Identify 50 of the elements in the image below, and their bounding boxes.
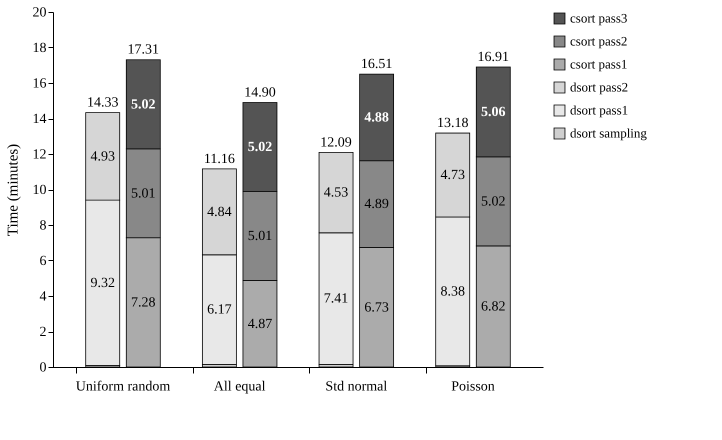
data-label: 6.73 (364, 300, 389, 316)
x-tick-label: Poisson (451, 380, 495, 394)
y-tick-label: 10 (32, 183, 46, 198)
x-tick-label: Uniform random (76, 380, 170, 394)
data-label: 6.17 (207, 302, 232, 318)
data-label: 8.38 (440, 284, 465, 300)
y-tick-label: 20 (32, 6, 46, 20)
data-label: 4.89 (364, 197, 389, 212)
data-label: 4.87 (248, 316, 272, 332)
x-tick-label: All equal (214, 380, 266, 394)
y-tick-label: 0 (40, 360, 46, 376)
data-label: 5.01 (131, 186, 156, 202)
legend-label: csort pass2 (570, 34, 628, 48)
annotation: 13.18 (436, 116, 468, 132)
y-tick-label: 16 (32, 76, 46, 92)
data-label: 6.82 (481, 299, 506, 314)
y-tick-label: 6 (40, 254, 46, 269)
y-tick-label: 8 (40, 218, 46, 234)
annotation: 16.51 (360, 56, 392, 72)
y-tick-label: 12 (32, 148, 46, 162)
data-label: 5.02 (248, 140, 272, 156)
data-label: 7.28 (131, 295, 156, 310)
x-tick-label: Std normal (325, 380, 388, 394)
data-label: 4.73 (440, 168, 465, 184)
data-label: 4.84 (207, 204, 232, 220)
legend-label: csort pass3 (570, 10, 628, 26)
legend-label: dsort pass1 (570, 102, 628, 118)
y-tick-label: 2 (40, 325, 46, 340)
y-axis-title: Time (minutes) (6, 144, 22, 236)
data-label: 5.06 (481, 104, 506, 120)
data-label: 4.53 (324, 186, 348, 201)
annotation: 14.33 (86, 96, 118, 111)
annotation: 16.91 (478, 50, 510, 65)
data-label: 4.93 (90, 149, 115, 164)
data-label: 9.32 (90, 276, 115, 291)
legend-label: dsort pass2 (570, 80, 628, 94)
data-label: 4.88 (364, 110, 389, 126)
legend-label: csort pass1 (570, 56, 628, 72)
annotation: 17.31 (128, 42, 160, 58)
legend-label: dsort sampling (570, 126, 648, 140)
annotation: 12.09 (320, 135, 352, 150)
data-label: 7.41 (324, 292, 348, 307)
annotation: 14.90 (244, 86, 276, 101)
data-label: 5.01 (248, 229, 272, 244)
data-label: 5.02 (481, 194, 506, 210)
y-tick-label: 14 (32, 112, 46, 127)
data-label: 5.02 (131, 97, 156, 112)
annotation: 11.16 (204, 152, 235, 167)
y-tick-label: 18 (32, 41, 46, 56)
y-tick-label: 4 (40, 290, 46, 304)
